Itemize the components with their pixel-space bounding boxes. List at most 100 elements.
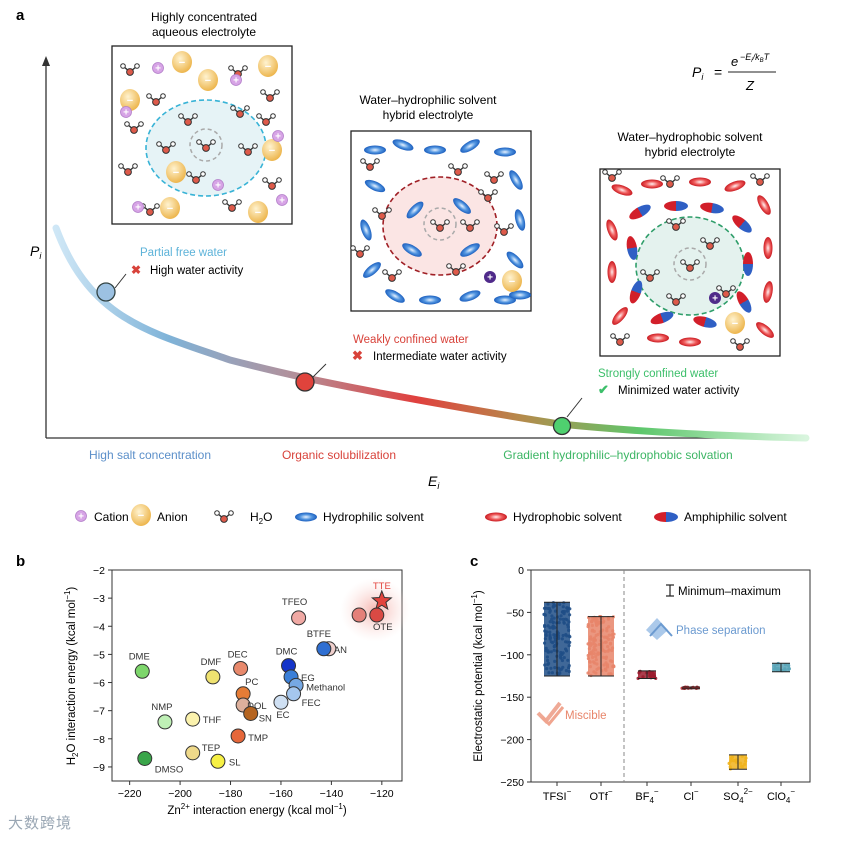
point-label-fec: FEC: [302, 698, 321, 709]
cross-icon: ✖: [352, 348, 363, 363]
box-otf: [586, 615, 616, 678]
svg-text:aqueous electrolyte: aqueous electrolyte: [152, 25, 256, 39]
y-tick-label: 0: [518, 565, 524, 577]
point-sl: [210, 753, 226, 769]
box-plot-frame: [530, 569, 811, 783]
legend-anion: Anion: [157, 510, 188, 524]
y-tick-label: −4: [93, 621, 105, 633]
point-dec: [233, 660, 249, 676]
point-label-dec: DEC: [228, 649, 248, 660]
state-activity-high: High water activity: [150, 265, 244, 277]
panel-a-y-arrow: [42, 56, 50, 66]
y-tick-label: −5: [93, 649, 105, 661]
box-cl: [680, 685, 700, 691]
point-label-dme: DME: [129, 651, 150, 662]
x-tick-label: −140: [320, 788, 344, 800]
box-series: [542, 601, 792, 771]
check-icon: ✔: [598, 382, 609, 397]
state-label-partial-free-water: Partial free water: [140, 247, 227, 259]
point-nmp: [157, 714, 173, 730]
y-tick-label: −9: [93, 762, 105, 774]
svg-text:−Ei/kBT: −Ei/kBT: [740, 52, 771, 64]
x-tick-label: −220: [118, 788, 142, 800]
box-bf: [636, 669, 658, 681]
watermark: 大数跨境: [8, 815, 73, 832]
panel-a: a Pi Ei Pi = e −Ei/kBT Z Partial free wa…: [16, 7, 810, 526]
legend-h2o: H2O: [250, 510, 272, 526]
state-marker-weakly-confined: [295, 372, 315, 392]
state-label-strongly-confined-water: Strongly confined water: [598, 368, 718, 380]
y-tick-label: −6: [93, 678, 105, 690]
legend-hydrophilic-solvent: Hydrophilic solvent: [323, 510, 424, 524]
point-fec: [286, 686, 302, 702]
category-label-cl: Cl−: [683, 787, 698, 803]
range-legend-label: Minimum–maximum: [678, 586, 781, 598]
scatter-y-axis-label: H2O interaction energy (kcal mol−1): [63, 587, 80, 766]
x-tick-label: −160: [269, 788, 293, 800]
point-label-tmp: TMP: [248, 733, 268, 744]
y-axis-label-pi: Pi: [30, 243, 42, 261]
point-label-dmf: DMF: [201, 657, 222, 668]
category-label-clo: ClO4−: [767, 787, 795, 805]
phase-separation-icon: [646, 618, 673, 640]
x-tick-label: −180: [219, 788, 243, 800]
panel-c: c 0 −50 −100 −150 −200 −250 TFSI− OTf− BF4− Cl− SO…: [470, 553, 811, 805]
point-dmso: [137, 750, 153, 766]
box-hydrophilic-hybrid: Water–hydrophilic solvent hybrid electro…: [350, 93, 532, 312]
point-label-ec: EC: [276, 710, 289, 721]
point-label-an: AN: [334, 645, 347, 656]
box-tfsi: [542, 601, 572, 677]
point-tfeo: [291, 610, 307, 626]
point-label-tep: TEP: [202, 743, 220, 754]
point-label-nmp: NMP: [151, 702, 172, 713]
state-marker-strongly-confined: [552, 416, 572, 436]
state-marker-partial-free: [96, 282, 116, 302]
y-tick-label: −7: [93, 706, 105, 718]
box-highly-concentrated: Highly concentrated aqueous electrolyte: [111, 10, 293, 225]
svg-text:=: =: [714, 64, 722, 80]
box-axes-ticks: 0 −50 −100 −150 −200 −250 TFSI− OTf− BF4− Cl− SO42…: [500, 565, 795, 805]
x-tick-label: −120: [370, 788, 394, 800]
y-tick-label: −2: [93, 565, 105, 577]
probability-curve: [52, 224, 810, 442]
legend-cation: Cation: [94, 510, 129, 524]
y-tick-label: −3: [93, 593, 105, 605]
svg-text:Water–hydrophobic solvent: Water–hydrophobic solvent: [618, 130, 764, 144]
point-label-sn: SN: [259, 713, 272, 724]
category-label-otf: OTf−: [589, 787, 612, 803]
y-tick-label: −50: [506, 607, 524, 619]
point-tte: [370, 589, 393, 611]
point-label-methanol: Methanol: [306, 682, 345, 693]
range-legend-icon: [666, 584, 674, 597]
panel-label-a: a: [16, 7, 25, 24]
point-tep: [185, 745, 201, 761]
svg-text:hybrid electrolyte: hybrid electrolyte: [645, 145, 736, 159]
point-label-eg: EG: [301, 673, 315, 684]
category-label-tfsi: TFSI−: [543, 787, 572, 803]
point-label-dol: DOL: [247, 701, 267, 712]
panel-label-c: c: [470, 553, 478, 570]
legend-amphiphilic-solvent: Amphiphilic solvent: [684, 510, 787, 524]
point-dmf: [205, 669, 221, 685]
svg-text:Highly concentrated: Highly concentrated: [151, 10, 257, 24]
scatter-axes-ticks: −220 −200 −180 −160 −140 −120 −2 −3 −4 −5 −6 −7 −8 −9: [93, 565, 394, 800]
box-y-axis-label: Electrostatic potential (kcal mol−1): [470, 590, 485, 762]
svg-text:hybrid electrolyte: hybrid electrolyte: [383, 108, 474, 122]
state-activity-intermediate: Intermediate water activity: [373, 351, 507, 363]
cross-icon: ✖: [131, 263, 141, 277]
box-hydrophobic-hybrid: Water–hydrophobic solvent hybrid electro…: [599, 130, 781, 357]
y-tick-label: −100: [500, 650, 524, 662]
miscible-icon: [536, 701, 565, 727]
point-label-btfe: BTFE: [307, 629, 331, 640]
point-ec: [273, 694, 289, 710]
phase-separation-label: Phase separation: [676, 625, 766, 637]
point-label-tte: TTE: [373, 581, 391, 592]
y-tick-label: −8: [93, 734, 105, 746]
panel-b: b −220 −200 −180 −160 −140 −120 −2 −3 −4 −5 −6 −7 −8…: [16, 553, 410, 817]
svg-text:Pi: Pi: [692, 64, 704, 82]
point-label-dmc: DMC: [276, 647, 298, 658]
state-activity-minimized: Minimized water activity: [618, 385, 740, 397]
boltzmann-equation: Pi = e −Ei/kBT Z: [692, 52, 776, 93]
